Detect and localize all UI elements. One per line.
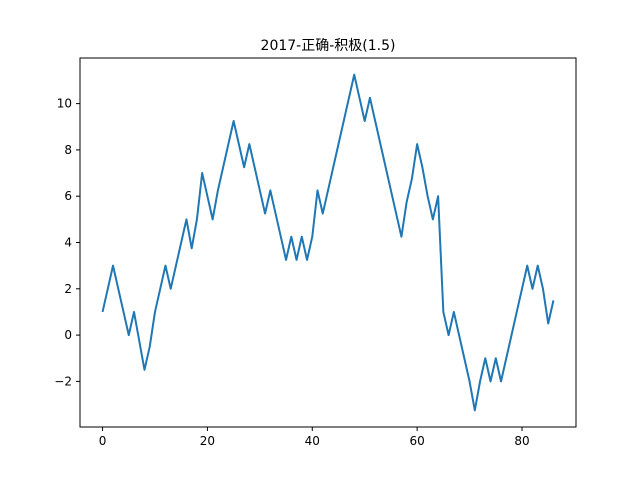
x-tick-label: 60 [409, 434, 424, 448]
y-tick-label: 0 [64, 328, 72, 342]
axis-ticks: 0 20 40 60 80 −2 0 2 4 6 8 10 [54, 97, 529, 448]
y-tick-label: 2 [64, 282, 72, 296]
y-tick-label: 10 [57, 97, 72, 111]
y-tick-label: 4 [64, 236, 72, 250]
y-tick-label: −2 [54, 374, 72, 388]
y-tick-label: 6 [64, 189, 72, 203]
x-tick-label: 80 [514, 434, 529, 448]
series-line-0 [101, 73, 555, 412]
y-tick-label: 8 [64, 143, 72, 157]
x-tick-label: 0 [99, 434, 107, 448]
chart-title: 2017-正确-积极(1.5) [261, 38, 396, 54]
plot-area [101, 73, 555, 412]
axes-frame [79, 57, 577, 428]
x-tick-label: 20 [200, 434, 215, 448]
x-tick-label: 40 [305, 434, 320, 448]
